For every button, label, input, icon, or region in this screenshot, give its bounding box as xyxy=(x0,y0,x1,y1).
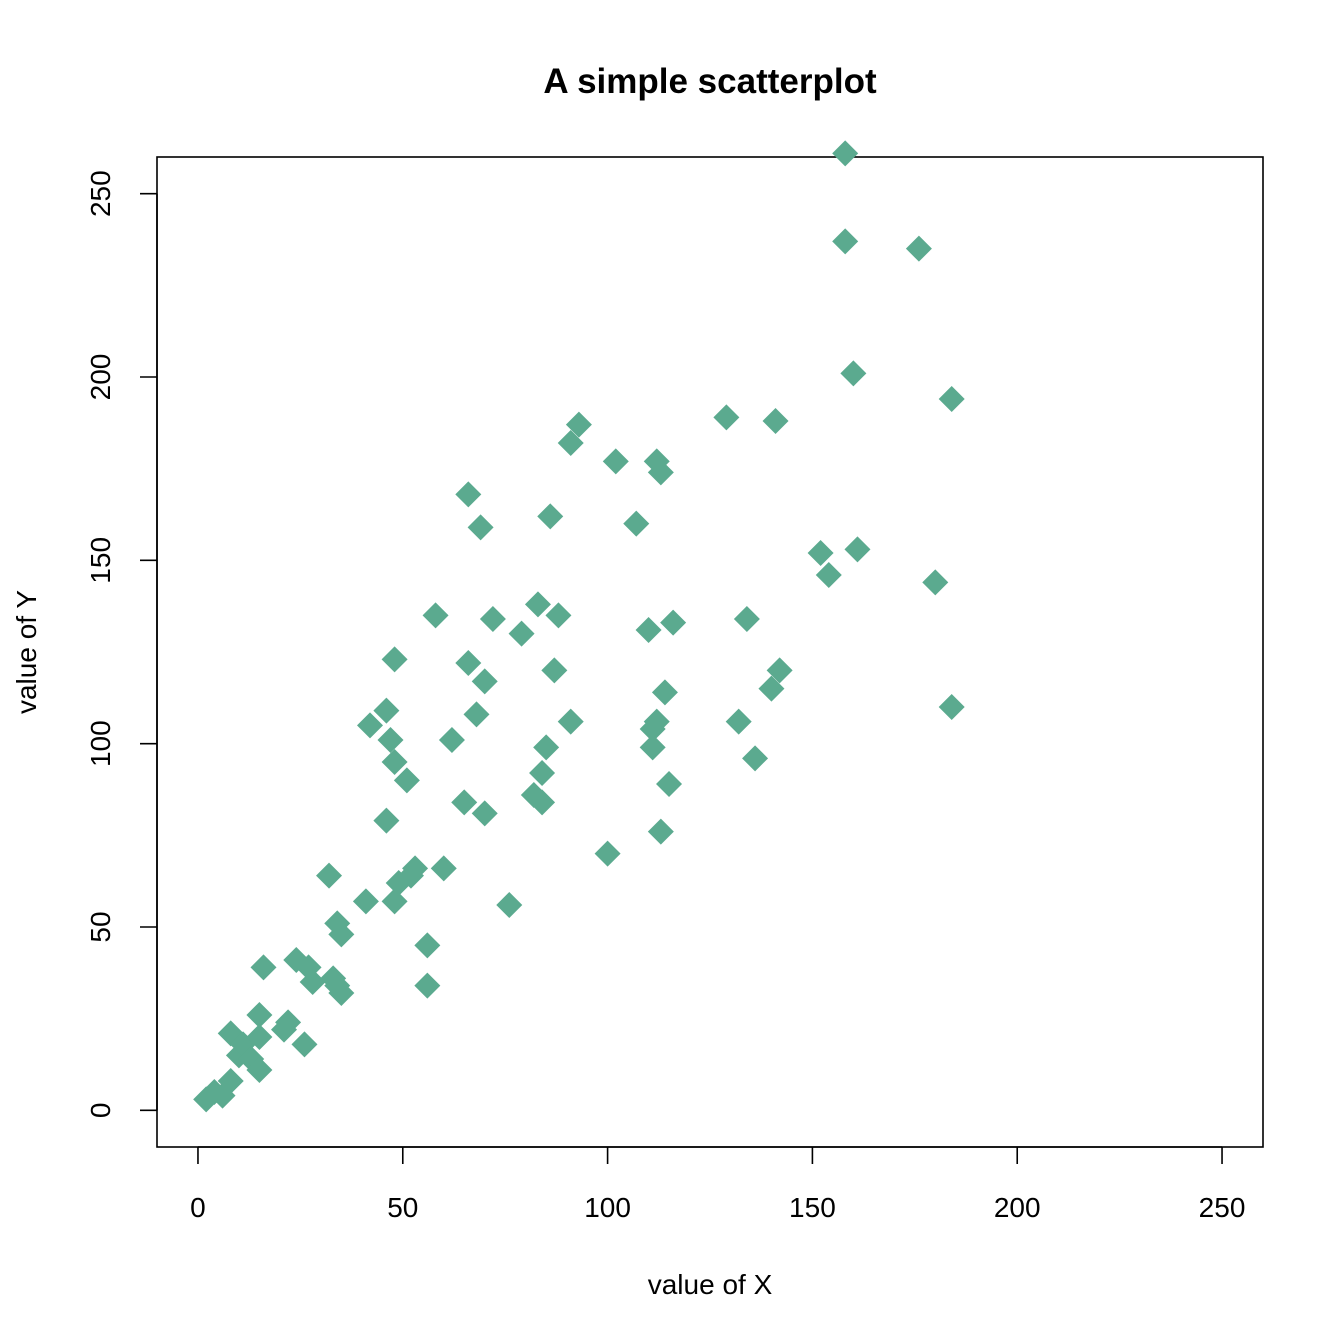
scatter-point xyxy=(377,727,404,753)
scatter-point xyxy=(373,697,400,724)
plot-frame xyxy=(156,156,1264,1148)
scatter-point xyxy=(299,969,326,995)
y-tick-label: 200 xyxy=(85,354,116,401)
scatter-point xyxy=(635,617,662,643)
x-axis: 0 50 100 150 200 250 xyxy=(190,1146,1246,1223)
y-tick-label: 100 xyxy=(85,720,116,767)
scatter-point xyxy=(938,386,965,412)
scatter-point xyxy=(905,235,932,262)
scatter-point xyxy=(246,1024,273,1050)
scatter-point xyxy=(381,888,408,915)
scatter-point xyxy=(316,862,343,889)
scatter-point xyxy=(451,789,478,816)
scatter-point xyxy=(832,228,859,255)
y-tick-label: 0 xyxy=(85,1103,116,1119)
scatter-point xyxy=(541,657,568,684)
scatter-point xyxy=(602,448,629,475)
x-tick-label: 200 xyxy=(994,1192,1041,1223)
scatter-point xyxy=(725,708,752,735)
scatter-point xyxy=(217,1068,244,1094)
scatter-point xyxy=(840,360,867,387)
scatter-point xyxy=(529,760,556,786)
scatter-point xyxy=(832,140,859,167)
x-tick-label: 100 xyxy=(584,1192,631,1223)
scatter-point xyxy=(565,411,592,438)
scatter-point xyxy=(373,807,400,834)
x-tick-label: 50 xyxy=(387,1192,418,1223)
scatter-point xyxy=(275,1009,302,1036)
scatter-point xyxy=(938,694,965,720)
x-axis-label: value of X xyxy=(648,1269,773,1300)
scatter-point xyxy=(557,430,584,456)
scatter-point xyxy=(246,1002,273,1028)
scatter-point xyxy=(758,675,785,702)
scatter-point xyxy=(357,712,384,739)
scatter-point xyxy=(328,980,355,1006)
scatter-point xyxy=(246,1057,273,1083)
scatter-point xyxy=(250,954,277,981)
scatter-point xyxy=(508,620,535,647)
scatter-point xyxy=(656,771,683,797)
scatter-point xyxy=(479,606,506,632)
scatter-point xyxy=(713,404,740,431)
scatter-point xyxy=(647,459,674,486)
scatter-point xyxy=(639,734,666,761)
scatter-point xyxy=(455,650,482,676)
scatter-point xyxy=(766,657,793,684)
scatter-point xyxy=(762,408,789,434)
x-tick-label: 250 xyxy=(1199,1192,1246,1223)
scatter-point xyxy=(742,745,769,772)
scatter-point xyxy=(651,679,678,706)
y-tick-label: 50 xyxy=(85,911,116,942)
scatter-point xyxy=(807,540,834,566)
y-axis-label: value of Y xyxy=(11,590,42,714)
scatter-point xyxy=(537,503,564,530)
scatter-point xyxy=(328,921,355,948)
data-points xyxy=(193,140,965,1113)
scatter-point xyxy=(524,591,551,618)
scatter-point xyxy=(922,569,949,596)
scatter-point xyxy=(529,789,556,816)
scatter-point xyxy=(471,800,498,827)
y-tick-label: 250 xyxy=(85,170,116,217)
scatter-point xyxy=(647,818,674,845)
y-tick-label: 150 xyxy=(85,537,116,584)
scatter-point xyxy=(422,602,449,629)
scatter-point xyxy=(414,932,441,959)
scatter-point xyxy=(381,646,408,673)
scatter-point xyxy=(545,602,572,629)
scatter-point xyxy=(438,727,465,753)
scatter-point xyxy=(733,606,760,632)
scatter-point xyxy=(623,510,650,537)
scatter-point xyxy=(291,1031,318,1058)
scatter-point xyxy=(430,855,457,882)
scatter-point xyxy=(414,972,441,999)
x-tick-label: 0 xyxy=(190,1192,206,1223)
scatter-point xyxy=(533,734,560,761)
scatter-point xyxy=(352,888,379,915)
y-axis: 0 50 100 150 200 250 xyxy=(85,170,158,1119)
chart-title: A simple scatterplot xyxy=(543,62,877,101)
scatter-point xyxy=(660,609,687,636)
scatter-point xyxy=(471,668,498,695)
scatter-point xyxy=(557,708,584,735)
scatter-point xyxy=(393,767,420,794)
scatter-point xyxy=(643,708,670,735)
scatter-point xyxy=(455,481,482,508)
scatter-point xyxy=(467,514,494,541)
scatter-point xyxy=(594,840,621,867)
scatter-point xyxy=(381,749,408,775)
scatter-point xyxy=(496,892,523,918)
scatter-point xyxy=(815,562,842,588)
scatter-point xyxy=(463,701,490,728)
x-tick-label: 150 xyxy=(789,1192,836,1223)
scatter-point xyxy=(402,855,429,882)
scatter-point xyxy=(844,536,871,563)
